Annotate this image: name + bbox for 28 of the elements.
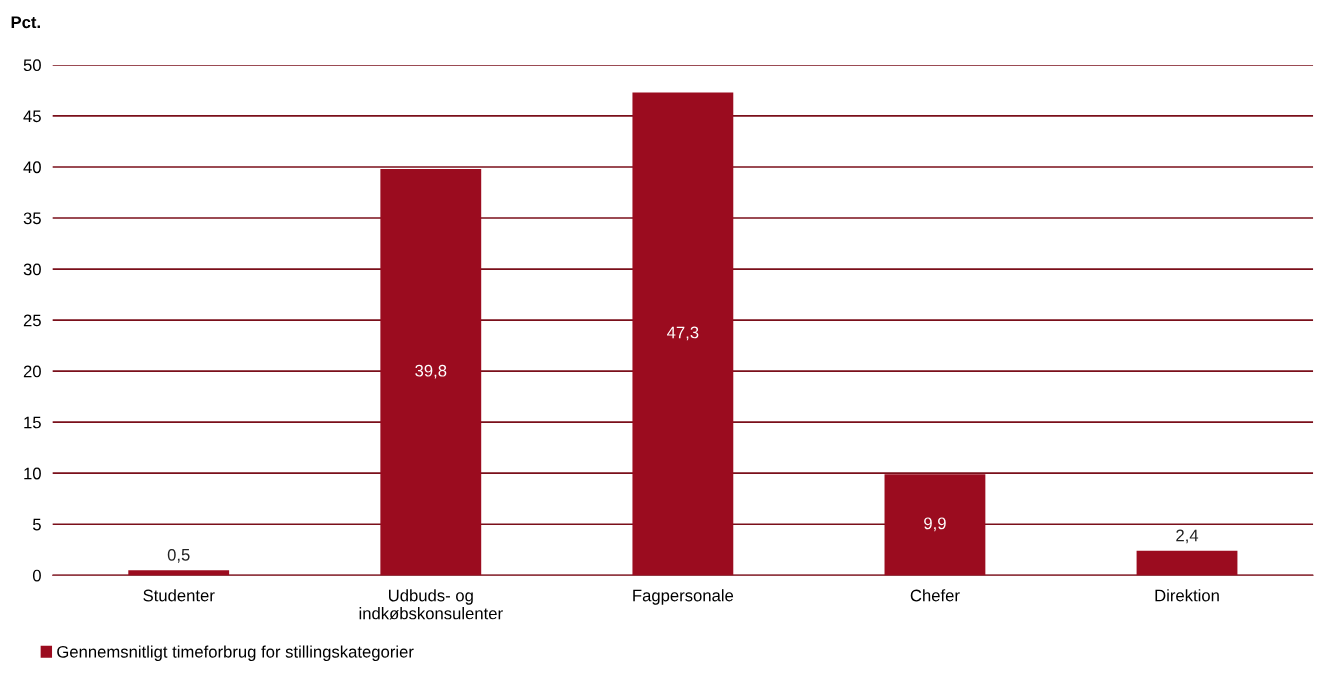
data-label: 47,3 [667,326,699,341]
x-tick-label: Chefer [910,589,960,602]
y-tick-label: 10 [24,467,41,480]
x-tick-label: Udbuds- og indkøbskonsulenter [359,589,503,620]
legend-label: Gennemsnitligt timeforbrug for stillingskategorier [57,645,414,661]
y-tick-label: 35 [23,212,41,225]
y-tick-label: 0 [32,569,41,582]
y-tick-label: 15 [24,416,41,429]
bar [884,474,986,576]
y-tick-label: 20 [23,365,41,378]
data-label: 0,5 [167,548,190,563]
data-label: 2,4 [1176,529,1199,544]
x-tick-label: Studenter [143,589,215,602]
x-tick-label: Direktion [1155,589,1219,602]
x-tick-label: Fagpersonale [633,589,734,605]
data-label: 39,8 [415,364,447,379]
y-tick-label: 25 [23,314,41,327]
y-tick-label: 45 [23,110,41,123]
y-tick-label: 30 [23,263,41,276]
y-axis-title: Pct. [11,16,40,29]
data-label: 9,9 [924,517,946,532]
bar [128,570,230,576]
y-tick-label: 50 [23,59,41,72]
bar [1136,550,1238,576]
bar [632,92,734,576]
y-tick-label: 40 [23,161,41,174]
bar [380,169,482,576]
y-tick-label: 5 [32,518,41,531]
